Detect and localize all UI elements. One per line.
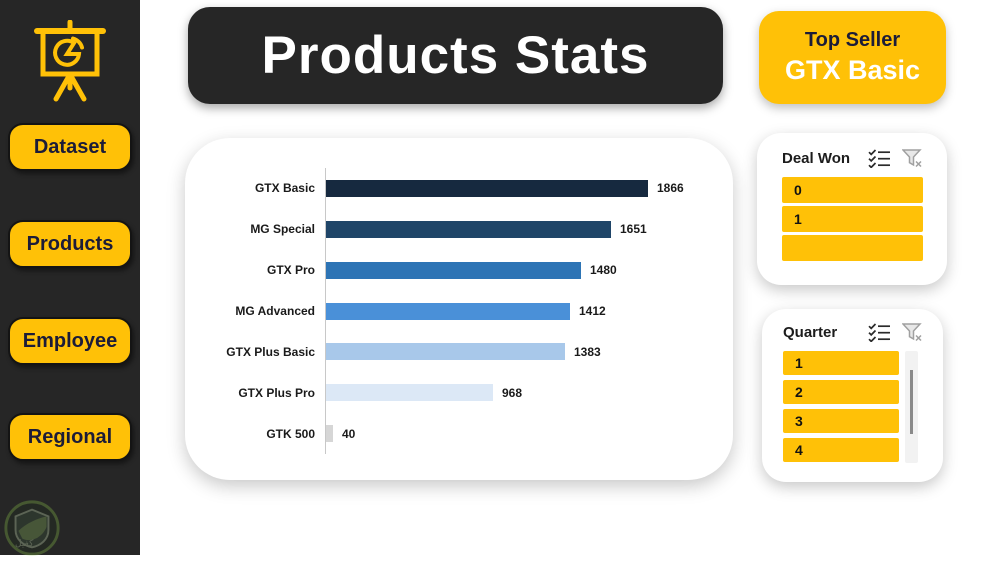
bar-track: 1866 (325, 168, 705, 209)
category-label: GTK 500 (266, 426, 315, 441)
slicer-option-label: 3 (795, 413, 803, 429)
top-seller-label: Top Seller (804, 29, 901, 51)
watermark-text: كفيل (15, 538, 34, 548)
sidebar-item-label: Regional (27, 425, 113, 448)
slicer-header-icons (868, 148, 923, 168)
bar-value: 1383 (574, 344, 601, 359)
bar-value: 40 (342, 426, 356, 441)
chart-row: MG Special 1651 (197, 208, 705, 250)
bar-fill[interactable] (326, 220, 611, 238)
sidebar-item-regional[interactable]: Regional (8, 413, 132, 461)
chart-row: GTX Plus Basic 1383 (197, 331, 705, 373)
select-all-icon[interactable] (868, 322, 891, 342)
slicer-body: 1 2 3 4 (783, 351, 923, 467)
slicer-option-1[interactable]: 1 (782, 206, 923, 232)
sidebar: Dataset Products Employee Regional كفيل (0, 0, 140, 556)
presentation-pie-chart-icon (32, 19, 108, 109)
sidebar-item-employee[interactable]: Employee (8, 317, 132, 365)
sidebar-item-label: Dataset (33, 135, 107, 158)
category-label: MG Advanced (235, 304, 315, 318)
bar-fill[interactable] (326, 179, 648, 197)
bar-track: 968 (325, 372, 705, 414)
scrollbar-track[interactable] (905, 351, 918, 463)
bar-fill[interactable] (326, 425, 333, 443)
bar-track: 1412 (325, 290, 705, 332)
slicer-header-icons (868, 322, 923, 342)
slicer-option-label: 4 (795, 442, 803, 458)
chart-row: GTX Plus Pro 968 (197, 372, 705, 414)
sidebar-item-label: Products (26, 232, 114, 255)
bar-value: 1480 (590, 263, 617, 278)
bar-fill[interactable] (326, 343, 565, 361)
bar-chart: GTX Basic 1866 MG Special 1651 GTX Pro 1… (197, 168, 705, 455)
select-all-icon[interactable] (868, 148, 891, 168)
slicer-title: Deal Won (782, 149, 851, 167)
bar-track: 1651 (325, 208, 705, 250)
slicer-option-label: 0 (794, 182, 802, 198)
bar-value: 968 (502, 385, 523, 400)
chart-row: GTK 500 40 (197, 413, 705, 455)
slicer-header: Quarter (783, 322, 923, 342)
page-title: Products Stats (261, 26, 650, 85)
deal-won-slicer: Deal Won 0 1 (757, 133, 947, 285)
slicer-header: Deal Won (782, 148, 923, 168)
category-label: GTX Plus Pro (238, 385, 315, 400)
quarter-slicer: Quarter 1 2 (762, 309, 943, 482)
slicer-option-label: 2 (795, 384, 803, 400)
category-label: MG Special (250, 222, 315, 237)
slicer-option-q2[interactable]: 2 (783, 380, 899, 404)
page-title-card: Products Stats (188, 7, 723, 104)
top-seller-card: Top Seller GTX Basic (759, 11, 946, 104)
category-label: GTX Pro (266, 263, 315, 278)
chart-row: GTX Pro 1480 (197, 249, 705, 291)
bar-track: 1480 (325, 249, 705, 291)
bar-value: 1412 (579, 304, 606, 318)
slicer-option-label: 1 (795, 355, 803, 371)
slicer-option-q1[interactable]: 1 (783, 351, 899, 375)
bar-fill[interactable] (326, 261, 581, 279)
slicer-options: 1 2 3 4 (783, 351, 899, 467)
slicer-title: Quarter (783, 323, 838, 341)
sidebar-item-dataset[interactable]: Dataset (8, 123, 132, 171)
slicer-option-q4[interactable]: 4 (783, 438, 899, 462)
category-label: GTX Basic (254, 181, 315, 196)
top-seller-value: GTX Basic (784, 55, 921, 85)
bar-track: 1383 (325, 331, 705, 373)
bar-value: 1651 (620, 222, 647, 237)
clear-filter-icon[interactable] (902, 322, 923, 342)
bar-track: 40 (325, 413, 705, 455)
watermark-logo: كفيل (1, 498, 63, 563)
category-label: GTX Plus Basic (226, 344, 315, 359)
clear-filter-icon[interactable] (902, 148, 923, 168)
bar-value: 1866 (657, 181, 684, 196)
slicer-option-0[interactable]: 0 (782, 177, 923, 203)
chart-row: MG Advanced 1412 (197, 290, 705, 332)
sidebar-item-label: Employee (22, 329, 118, 352)
slicer-option-blank[interactable] (782, 235, 923, 261)
bar-fill[interactable] (326, 384, 493, 402)
slicer-option-q3[interactable]: 3 (783, 409, 899, 433)
chart-row: GTX Basic 1866 (197, 168, 705, 209)
slicer-option-label: 1 (794, 211, 802, 227)
products-bar-chart-card: GTX Basic 1866 MG Special 1651 GTX Pro 1… (185, 138, 733, 480)
bar-fill[interactable] (326, 302, 570, 320)
sidebar-item-products[interactable]: Products (8, 220, 132, 268)
scrollbar-thumb[interactable] (910, 370, 913, 434)
